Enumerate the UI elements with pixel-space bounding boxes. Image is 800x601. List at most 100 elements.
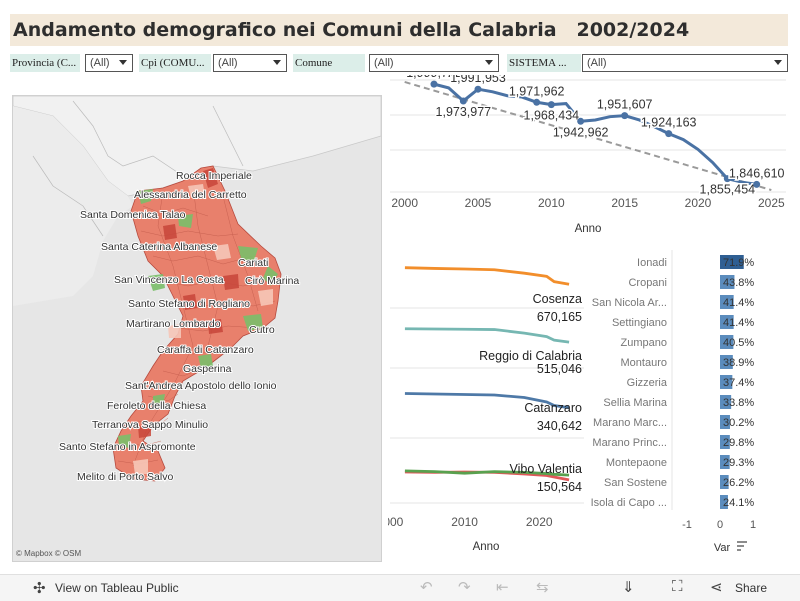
comune-category-label: Montepaone: [606, 457, 667, 469]
comune-category-label: Marano Marc...: [593, 417, 667, 429]
map-label: Melito di Porto Salvo: [77, 471, 173, 483]
population-data-label: 1,999,722: [406, 75, 462, 80]
map-label: Gasperina: [183, 363, 232, 375]
population-data-point: [723, 175, 731, 183]
comune-bar: [720, 475, 729, 489]
comune-value-label: 30.2%: [723, 417, 754, 429]
population-data-point: [459, 97, 467, 105]
comuni-bar-chart[interactable]: Ionadi 71.9% Cropani 43.8% San Nicola Ar... 4…: [588, 248, 788, 560]
comune-bar: [720, 315, 734, 329]
filter-select-cpi[interactable]: (All): [213, 54, 287, 72]
population-data-label: 1,924,163: [641, 116, 697, 130]
province-value-label: 150,564: [537, 480, 582, 494]
sort-icon: [737, 541, 747, 551]
province-name-label: Reggio di Calabria: [479, 349, 582, 363]
population-data-label: 1,942,962: [553, 125, 609, 139]
filter-select-comune[interactable]: (All): [369, 54, 499, 72]
map-label: Santo Stefano in Aspromonte: [59, 441, 196, 453]
share-button[interactable]: Share: [734, 581, 767, 595]
population-data-point: [577, 117, 585, 125]
province-name-label: Vibo Valentia: [509, 462, 582, 476]
x-tick-label: 2020: [526, 515, 553, 529]
comune-category-label: Gizzeria: [627, 377, 668, 389]
population-data-label: 1,973,977: [436, 105, 492, 119]
view-on-tableau-link[interactable]: View on Tableau Public: [55, 581, 179, 595]
comune-bar: [720, 295, 734, 309]
filter-select-sistema[interactable]: (All): [582, 54, 788, 72]
comune-bar: [720, 335, 734, 349]
filter-label-cpi: Cpi (COMU...: [139, 54, 211, 72]
comune-category-label: Marano Princ...: [592, 437, 667, 449]
comune-value-label: 37.4%: [723, 377, 754, 389]
population-data-point: [430, 80, 438, 88]
map-label: Martirano Lombardo: [126, 318, 221, 330]
comune-category-label: San Nicola Ar...: [592, 297, 667, 309]
comune-bar: [720, 415, 730, 429]
filter-label-comune: Comune: [293, 54, 365, 72]
x-tick-label: 2020: [685, 196, 712, 210]
population-data-point: [665, 130, 673, 138]
fullscreen-icon[interactable]: ⛶: [672, 578, 683, 595]
map-label: Terranova Sappo Minulio: [92, 419, 208, 431]
x-tick-label: 2000: [388, 515, 404, 529]
population-data-point: [621, 112, 629, 120]
comune-value-label: 38.9%: [723, 357, 754, 369]
chevron-down-icon: [273, 60, 281, 65]
map-label: Santo Stefano di Rogliano: [128, 298, 250, 310]
province-line-crotone: [404, 469, 570, 477]
population-data-label: 1,968,434: [524, 109, 580, 123]
map-label: Santa Domenica Talao: [80, 209, 186, 221]
x-tick-label: 1: [750, 519, 756, 531]
filter-select-provincia[interactable]: (All): [85, 54, 133, 72]
comune-value-label: 33.8%: [723, 397, 754, 409]
x-axis-title: Anno: [473, 541, 500, 553]
comune-bar: [720, 255, 744, 269]
x-tick-label: 2010: [538, 196, 565, 210]
comune-bar: [720, 455, 730, 469]
map-place-labels: Rocca Imperiale Alessandria del Carretto…: [58, 169, 300, 484]
comune-category-label: Montauro: [621, 357, 667, 369]
download-icon[interactable]: ⇓: [622, 579, 635, 596]
population-data-point: [533, 98, 541, 106]
filter-label-provincia: Provincia (C...: [10, 54, 80, 72]
map-label: Caraffa di Catanzaro: [157, 344, 254, 356]
population-data-point: [753, 180, 761, 188]
comune-bar: [720, 275, 735, 289]
population-data-label: 1,991,953: [450, 75, 506, 85]
refresh-icon[interactable]: ⇆: [536, 579, 549, 596]
share-icon[interactable]: ⋖: [710, 579, 723, 596]
x-axis-title: Anno: [575, 223, 602, 235]
map-label: Santa Caterina Albanese: [101, 241, 217, 253]
map-credit: © Mapbox © OSM: [16, 549, 82, 558]
filter-bar: Provincia (C... (All) Cpi (COMU... (All)…: [0, 54, 800, 74]
province-value-label: 670,165: [537, 310, 582, 324]
map-label: Rocca Imperiale: [176, 170, 252, 182]
map-label: Feroleto della Chiesa: [107, 400, 206, 412]
population-data-label: 1,971,962: [509, 84, 565, 98]
comune-value-label: 43.8%: [723, 277, 754, 289]
undo-icon[interactable]: ↶: [420, 579, 433, 596]
map-label: Sant'Andrea Apostolo dello Ionio: [125, 380, 277, 392]
filter-label-sistema: SISTEMA ...: [507, 54, 581, 72]
calabria-map[interactable]: Rocca Imperiale Alessandria del Carretto…: [12, 95, 382, 562]
title-bar: Andamento demografico nei Comuni della C…: [10, 14, 788, 46]
comune-value-label: 29.8%: [723, 437, 754, 449]
comune-bar: [720, 375, 733, 389]
map-canvas: Rocca Imperiale Alessandria del Carretto…: [13, 96, 381, 484]
comune-category-label: Isola di Capo ...: [591, 497, 667, 509]
comune-value-label: 41.4%: [723, 297, 754, 309]
redo-icon[interactable]: ↷: [458, 579, 471, 596]
map-label: San Vincenzo La Costa: [114, 274, 224, 286]
map-label: Cirò Marina: [245, 275, 299, 287]
revert-icon[interactable]: ⇤: [496, 579, 509, 596]
x-tick-label: 2015: [611, 196, 638, 210]
chevron-down-icon: [485, 60, 493, 65]
comune-value-label: 26.2%: [723, 477, 754, 489]
tableau-logo-icon: ✣: [33, 580, 46, 597]
population-data-point: [474, 85, 482, 93]
map-label: Cariati: [238, 257, 268, 269]
x-tick-label: 2000: [391, 196, 418, 210]
comune-bar: [720, 355, 733, 369]
